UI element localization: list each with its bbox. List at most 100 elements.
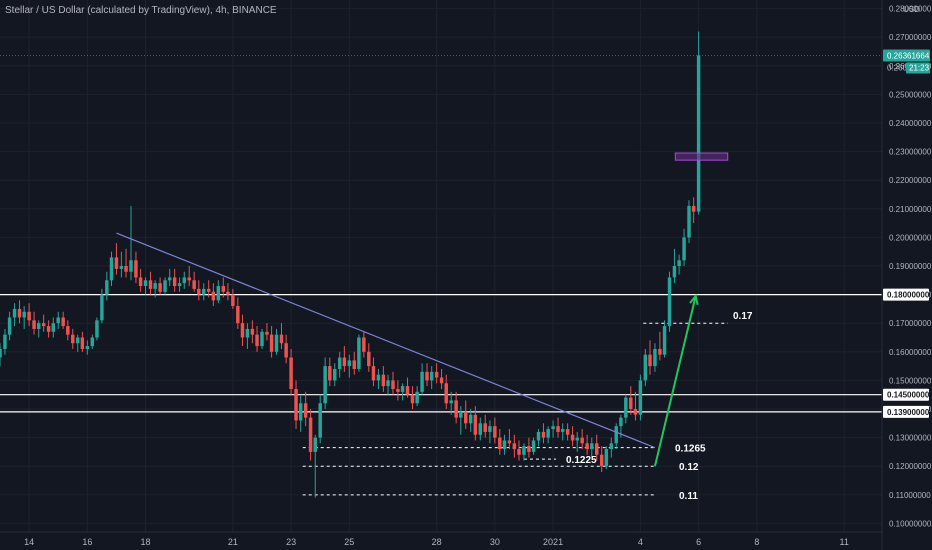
candle-body [182,277,186,284]
price-tick-label: 0.22000000 [889,176,932,185]
price-tick-label: 0.13000000 [889,434,932,443]
candle-body [109,257,114,281]
candle-body [318,403,322,438]
candle-body [522,446,526,455]
candle-body [167,277,172,281]
candle-body [585,443,589,450]
price-tick-label: 0.21000000 [889,205,932,214]
candle-body [255,334,259,347]
candle-body [221,286,225,292]
candle-body [308,417,313,452]
candle-body [284,343,288,358]
candle-body [80,337,85,349]
candle-body [46,326,51,332]
candle-body [691,205,696,212]
candle-body [342,357,347,367]
price-tags-layer: 0.18000000 0.14500000 0.13900000 0.26361664… [883,49,930,418]
candle-body [303,403,308,418]
candle-body [347,360,352,367]
last-price-partial-label: 0.260 [887,63,908,72]
candle-body [648,354,652,367]
time-tick-label: 28 [432,537,442,547]
candle-body [61,317,65,327]
candle-body [376,374,381,381]
candle-body [138,277,143,287]
time-tick-label: 16 [82,537,92,547]
level-price-tag-label: 0.18000000 [887,291,930,300]
candle-body [269,334,274,352]
candle-body [85,346,90,349]
candle-body [434,371,439,378]
candle-body [396,388,400,392]
arrow-shaft [653,295,697,467]
level-price-tag [883,405,929,418]
candle-body [250,328,255,335]
price-tick-label: 0.20000000 [889,233,932,242]
candle-body [502,440,507,450]
candle-body [687,205,691,238]
candle-body [323,366,327,404]
candle-body [662,326,667,355]
candle-body [100,294,104,321]
candle-body [216,286,221,301]
time-tick-label: 4 [638,537,643,547]
candle-body [289,357,293,389]
candle-body [468,414,473,424]
price-tick-label: 0.25000000 [889,90,932,99]
candle-body [177,283,182,287]
candle-body [400,386,405,392]
price-tick-label: 0.27000000 [889,33,932,42]
candle-body [565,429,570,435]
price-tick-label: 0.17000000 [889,319,932,328]
candle-body [444,383,448,404]
candle-body [211,291,216,301]
candle-body [206,288,211,292]
price-tick-label: 0.10000000 [889,519,932,528]
candle-body [415,391,419,404]
candle-body [95,320,99,338]
candle-body [0,348,2,358]
candle-body [653,348,657,367]
drawings-layer: 0.17 0.1265 0.1225 0.12 0.11 [116,152,753,502]
candle-body [148,280,153,289]
candle-body [439,377,444,384]
candle-body [546,429,550,438]
grid-layer [0,0,882,532]
candle-body [226,291,230,295]
candle-body [56,317,60,324]
candle-body [172,277,177,287]
candle-body [391,380,395,389]
candle-body [629,397,633,410]
candle-body [507,440,512,444]
last-price-tag [883,49,930,62]
candle-body [17,308,22,318]
candle-body [32,320,36,329]
candle-body [71,334,75,344]
candle-body [313,437,317,452]
candle-body [298,403,303,421]
countdown-label: 21:23 [909,63,930,72]
time-tick-label: 25 [344,537,354,547]
candle-body [614,426,618,444]
descending-trendline [116,232,656,449]
chart-title: Stellar / US Dollar (calculated by Tradi… [5,5,277,16]
candle-body [643,354,648,381]
price-tick-label: 0.28000000 [889,5,932,14]
price-tick-label: 0.24000000 [889,119,932,128]
candle-body [667,277,672,327]
candle-body [66,326,70,335]
candle-body [158,283,162,292]
time-axis[interactable]: 14 16 18 21 23 25 28 30 2021 4 6 8 11 [24,537,849,547]
last-price-tag-label: 0.26361664 [887,51,930,60]
candle-body [337,357,342,369]
candle-body [449,400,453,404]
candle-body [590,443,594,450]
candle-body [328,366,332,381]
candle-body [294,388,298,421]
candle-body [405,386,410,395]
candle-body [245,328,250,338]
candle-body [134,260,138,278]
candle-body [633,409,638,415]
